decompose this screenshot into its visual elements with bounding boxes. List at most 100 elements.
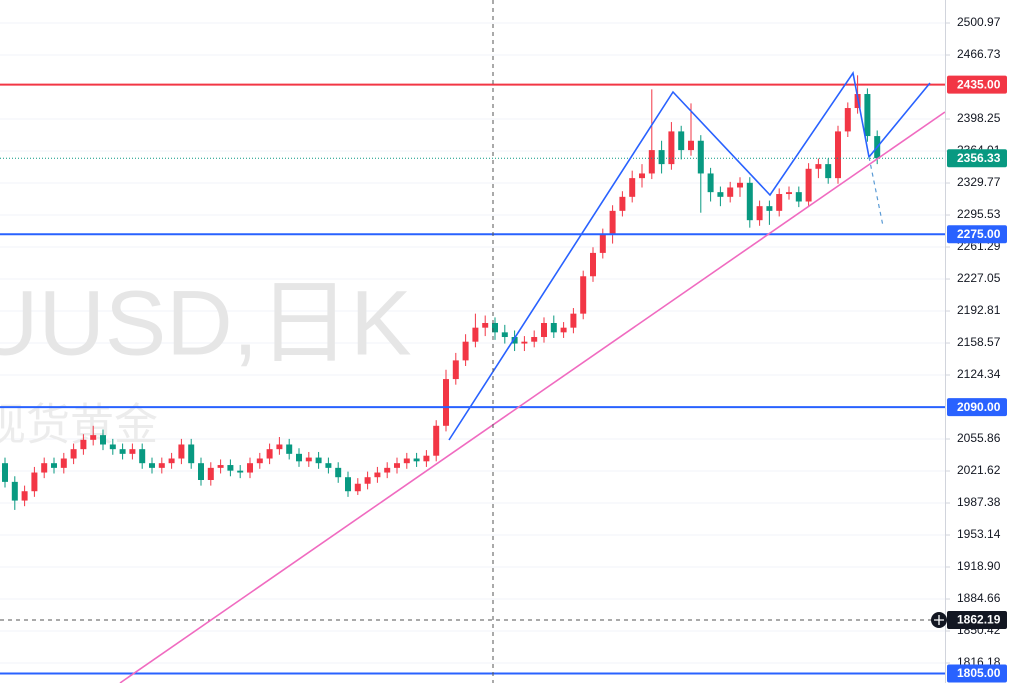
candle-body [452, 360, 459, 380]
candle-body [80, 439, 87, 450]
candle-body [129, 449, 136, 454]
candle-body [511, 337, 518, 344]
candle-body [374, 472, 381, 478]
y-tick-label: 2398.25 [957, 111, 1001, 125]
watermark: UUSD,日K [0, 272, 412, 374]
candle-body [423, 455, 430, 462]
candle-body [619, 196, 626, 211]
price-label: 2275.00 [957, 227, 1001, 241]
candle-body [629, 178, 636, 197]
candle-body [658, 150, 665, 165]
candle-body [70, 449, 77, 459]
candle-body [541, 322, 547, 338]
candle-body [198, 463, 204, 481]
candle-body [668, 131, 675, 165]
price-label: 2356.33 [957, 151, 1001, 165]
candle-body [119, 449, 126, 454]
y-tick-label: 2192.81 [957, 303, 1001, 317]
price-label: 2090.00 [957, 400, 1001, 414]
axis-labels: 2500.972466.732398.252364.012329.772295.… [931, 15, 1007, 683]
price-axis [945, 0, 1025, 683]
y-tick-label: 1884.66 [957, 591, 1001, 605]
candle-body [158, 463, 165, 468]
candle-body [335, 467, 342, 478]
candle-body [521, 341, 528, 344]
candle-body [560, 327, 567, 333]
candle-body [413, 458, 420, 462]
candle-body [697, 140, 704, 174]
candle-body [364, 477, 371, 484]
candle-body [188, 444, 195, 464]
candle-body [599, 234, 606, 253]
price-label-box [947, 149, 1007, 168]
candle-body [90, 435, 97, 440]
candle-body [492, 322, 498, 333]
y-tick-label: 1918.90 [957, 559, 1001, 573]
crosshair-plus [934, 615, 944, 626]
candle-body [864, 94, 871, 137]
y-tick-label: 2295.53 [957, 207, 1001, 221]
candle-body [786, 192, 792, 195]
candle-body [296, 453, 302, 462]
candle-body [109, 444, 116, 450]
candle-body [256, 458, 263, 464]
candle-body [727, 187, 734, 197]
candle-body [776, 194, 783, 211]
candle-body [746, 182, 753, 221]
grid [0, 22, 945, 664]
pattern-line [448, 70, 931, 441]
candle-body [227, 465, 234, 471]
candle-body [31, 472, 38, 492]
candle-body [590, 252, 596, 277]
candle-body [237, 470, 244, 473]
candle-body [580, 276, 587, 314]
y-tick-label: 2021.62 [957, 463, 1001, 477]
candle-body [609, 210, 616, 235]
candle-body [217, 465, 224, 468]
candle-body [60, 458, 67, 468]
price-label: 1862.19 [957, 613, 1001, 627]
candle-body [276, 444, 283, 450]
candle-body [815, 164, 822, 169]
candle-body [403, 458, 410, 464]
projection-line [868, 156, 884, 227]
candle-body [325, 463, 332, 468]
candle-body [149, 463, 155, 468]
candle-body [247, 463, 253, 473]
candle-body [472, 327, 479, 342]
y-tick-label: 2227.05 [957, 271, 1001, 285]
candle-body [286, 444, 293, 454]
candle-body [766, 206, 773, 211]
candle-body [207, 467, 214, 481]
y-tick-label: 2329.77 [957, 175, 1001, 189]
y-tick-label: 2124.34 [957, 367, 1001, 381]
y-tick-label: 2055.86 [957, 431, 1001, 445]
price-label-box [947, 398, 1007, 417]
candle-body [433, 425, 440, 456]
candle-body [835, 131, 841, 179]
candle-body [354, 483, 361, 492]
candle-body [21, 491, 28, 501]
candle-body [11, 481, 18, 501]
candle-body [266, 449, 273, 459]
candle-body [462, 341, 469, 361]
y-tick-label: 2466.73 [957, 47, 1001, 61]
price-label-box [947, 611, 1007, 630]
y-tick-label: 1953.14 [957, 527, 1001, 541]
candle-body [41, 463, 48, 473]
candle-body [394, 463, 400, 468]
candle-body [756, 206, 763, 221]
drawings [119, 70, 946, 684]
price-label: 1805.00 [957, 666, 1001, 680]
candle-body [443, 379, 449, 426]
price-label-box [947, 225, 1007, 244]
candle-body [737, 182, 743, 188]
candle-body [825, 164, 832, 179]
price-label-box [947, 75, 1007, 94]
y-tick-label: 2158.57 [957, 335, 1001, 349]
candle-body [482, 322, 489, 328]
candle-body [305, 457, 312, 462]
price-label-box [947, 664, 1007, 683]
